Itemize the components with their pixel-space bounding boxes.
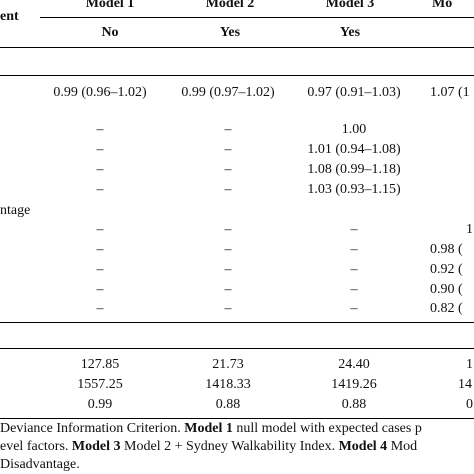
dis5-model3: – [350,301,358,316]
model-3-adjusted: Yes [339,25,361,40]
section-rule [0,75,474,76]
stat1-model2: 21.73 [212,357,244,372]
dis1-model2: – [224,222,232,237]
dis5-model2: – [224,301,232,316]
walk1-model3: 1.00 [341,122,367,137]
footnote-2d: Model 4 [338,439,388,454]
row1-model3: 0.97 (0.91–1.03) [307,85,401,100]
walk4-model3: 1.03 (0.93–1.15) [307,182,401,197]
walk2-model3: 1.01 (0.94–1.08) [307,142,401,157]
walk3-model3: 1.08 (0.99–1.18) [307,162,401,177]
stat3-model3: 0.88 [341,397,367,412]
walk2-model1: – [96,142,104,157]
model-4-header: Mo [432,0,453,11]
dis5-model1: – [96,301,104,316]
dis2-model4: 0.98 ( [430,242,463,257]
walk1-model1: – [96,122,104,137]
dis1-model3: – [350,222,358,237]
stat3-model2: 0.88 [215,397,241,412]
stat2-model2: 1418.33 [205,377,251,392]
stat1-model4: 1 [466,357,473,372]
model-3-header: Model 3 [325,0,375,11]
stat3-model1: 0.99 [87,397,113,412]
dis1-model4: 1 [466,222,473,237]
stat2-model4: 14 [458,377,472,392]
footnote-line-3: Disadvantage. [0,457,80,472]
row1-model2: 0.99 (0.97–1.02) [181,85,275,100]
dis2-model1: – [96,242,104,257]
model-1-adjusted: No [101,25,119,40]
dis3-model4: 0.92 ( [430,262,463,277]
stub-header: ent [0,9,19,24]
walk2-model2: – [224,142,232,157]
header-underline [40,17,474,18]
model-2-header: Model 2 [205,0,255,11]
dis3-model2: – [224,262,232,277]
stat2-model3: 1419.26 [331,377,377,392]
table-bottom-rule [0,418,474,419]
dis4-model4: 0.90 ( [430,282,463,297]
header-bottom-rule [0,47,474,48]
dis2-model2: – [224,242,232,257]
disadvantage-label: ntage [0,203,31,218]
footnote-line-1: Deviance Information Criterion. Model 1 … [0,420,422,438]
dis3-model3: – [350,262,358,277]
walk3-model1: – [96,162,104,177]
stats-section-rule [0,348,474,349]
stats-top-rule [0,322,474,323]
dis4-model1: – [96,282,104,297]
walk3-model2: – [224,162,232,177]
footnote-1a: Deviance Information Criterion. [0,421,185,436]
footnote-1b: Model 1 [184,421,233,436]
dis2-model3: – [350,242,358,257]
walk4-model2: – [224,182,232,197]
walk1-model2: – [224,122,232,137]
footnote-2e: Mod [387,439,418,454]
row1-model1: 0.99 (0.96–1.02) [53,85,147,100]
dis5-model4: 0.82 ( [430,301,463,316]
footnote-line-2: evel factors. Model 3 Model 2 + Sydney W… [0,438,417,456]
stat2-model1: 1557.25 [77,377,123,392]
stat1-model1: 127.85 [80,357,120,372]
footnote-2b: Model 3 [71,439,121,454]
dis1-model1: – [96,222,104,237]
model-2-adjusted: Yes [219,25,241,40]
footnote-1c: null model with expected cases p [232,421,422,436]
stat1-model3: 24.40 [338,357,370,372]
dis3-model1: – [96,262,104,277]
dis4-model2: – [224,282,232,297]
footnote-2a: evel factors. [0,439,72,454]
row1-model4: 1.07 (1 [430,85,470,100]
footnote-2c: Model 2 + Sydney Walkability Index. [120,439,339,454]
dis4-model3: – [350,282,358,297]
walk4-model1: – [96,182,104,197]
stat3-model4: 0 [466,397,473,412]
model-1-header: Model 1 [85,0,135,11]
